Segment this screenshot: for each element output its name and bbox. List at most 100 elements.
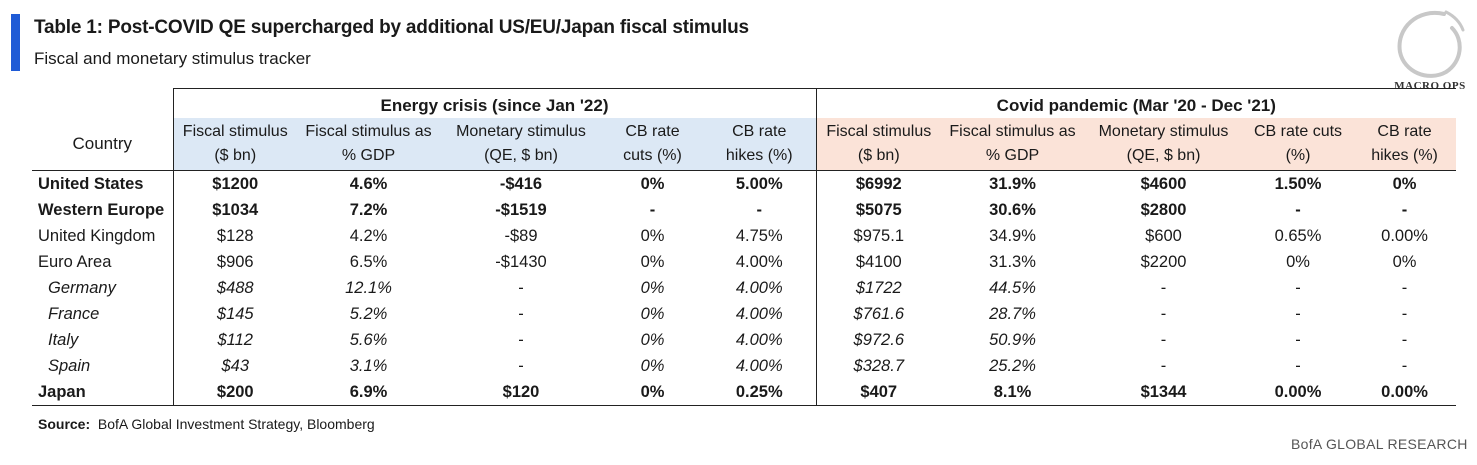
covid-fiscal: $1722 — [815, 275, 942, 301]
energy-hikes: 4.00% — [735, 356, 783, 375]
col-header-covid-monetary: Monetary stimulus (QE, $ bn) — [1084, 118, 1244, 171]
energy-hikes: - — [756, 200, 763, 219]
energy-monetary: $120 — [440, 379, 602, 406]
energy-monetary: - — [518, 330, 524, 349]
country-name: Italy — [48, 330, 79, 349]
covid-cuts: 0.00% — [1243, 379, 1354, 406]
title-accent-bar — [11, 14, 20, 71]
group-header-blank — [32, 89, 173, 119]
energy-gdp: 6.9% — [297, 379, 440, 406]
country-name: Spain — [48, 356, 91, 375]
energy-hikes: 4.75% — [735, 226, 783, 245]
energy-monetary: - — [518, 278, 524, 297]
energy-gdp: 7.2% — [349, 200, 388, 219]
macro-ops-logo-icon — [1397, 10, 1465, 78]
energy-gdp: 6.5% — [349, 252, 388, 271]
covid-fiscal: $972.6 — [815, 327, 942, 353]
energy-monetary: -$1519 — [495, 200, 547, 219]
energy-fiscal: $200 — [172, 379, 297, 406]
page-subtitle: Fiscal and monetary stimulus tracker — [34, 49, 311, 68]
covid-cuts: - — [1295, 304, 1301, 323]
country-name: France — [48, 304, 100, 323]
energy-cuts: 0% — [640, 226, 665, 245]
energy-cuts: 0% — [640, 304, 665, 323]
covid-fiscal: $6992 — [815, 170, 942, 197]
group-header-row: Energy crisis (since Jan '22) Covid pand… — [32, 88, 1457, 119]
energy-fiscal: $1034 — [172, 197, 297, 223]
country-name: Western Europe — [38, 200, 165, 219]
covid-hikes: 0.00% — [1353, 379, 1457, 406]
country-name: Japan — [32, 379, 173, 406]
energy-monetary: -$89 — [504, 226, 538, 245]
covid-hikes: - — [1401, 356, 1408, 375]
covid-hikes: - — [1401, 304, 1408, 323]
table-row: Italy $112 5.6% - 0% 4.00% $972.6 50.9% … — [32, 327, 1456, 353]
covid-hikes: - — [1401, 200, 1408, 219]
page-title: Table 1: Post-COVID QE supercharged by a… — [34, 17, 749, 38]
covid-hikes: - — [1401, 330, 1408, 349]
covid-gdp: 34.9% — [989, 226, 1036, 245]
footer-brand: BofA GLOBAL RESEARCH — [1291, 436, 1468, 452]
energy-hikes: 5.00% — [735, 174, 783, 193]
source-text: BofA Global Investment Strategy, Bloombe… — [97, 416, 375, 432]
covid-fiscal: $4100 — [815, 249, 942, 275]
energy-gdp: 5.2% — [349, 304, 388, 323]
covid-monetary: - — [1160, 278, 1167, 297]
energy-gdp: 4.6% — [349, 174, 388, 193]
covid-fiscal: $407 — [815, 379, 942, 406]
col-header-energy-gdp: Fiscal stimulus as% GDP — [297, 118, 440, 171]
col-header-covid-cuts: CB rate cuts (%) — [1243, 118, 1354, 171]
country-name: Germany — [48, 278, 116, 297]
energy-hikes: 0.25% — [703, 379, 817, 406]
energy-monetary: -$1430 — [495, 252, 547, 271]
covid-monetary: $2200 — [1140, 252, 1187, 271]
covid-gdp: 44.5% — [989, 278, 1036, 297]
col-header-country: Country — [32, 118, 173, 171]
country-name: Euro Area — [38, 252, 112, 271]
energy-cuts: 0% — [640, 356, 665, 375]
table-row: Euro Area $906 6.5% -$1430 0% 4.00% $410… — [32, 249, 1456, 275]
table-row: United States $1200 4.6% -$416 0% 5.00% … — [32, 170, 1456, 197]
energy-cuts: 0% — [640, 174, 665, 193]
energy-monetary: -$416 — [499, 174, 543, 193]
table-row: United Kingdom $128 4.2% -$89 0% 4.75% $… — [32, 223, 1456, 249]
energy-fiscal: $128 — [172, 223, 297, 249]
covid-gdp: 25.2% — [989, 356, 1036, 375]
group-header-covid: Covid pandemic (Mar '20 - Dec '21) — [815, 88, 1457, 118]
table-row: Spain $43 3.1% - 0% 4.00% $328.7 25.2% -… — [32, 353, 1456, 379]
column-header-row: Country Fiscal stimulus ($ bn) Fiscal sti… — [32, 118, 1457, 171]
table-row: France $145 5.2% - 0% 4.00% $761.6 28.7%… — [32, 301, 1456, 327]
source-note: Source: BofA Global Investment Strategy,… — [38, 416, 375, 432]
covid-hikes: - — [1401, 278, 1408, 297]
group-header-energy: Energy crisis (since Jan '22) — [172, 88, 817, 118]
col-header-energy-cuts: CB rate cuts (%) — [602, 118, 703, 171]
country-name: United States — [38, 174, 144, 193]
energy-monetary: - — [518, 304, 524, 323]
energy-hikes: 4.00% — [735, 304, 783, 323]
col-header-covid-fiscal: Fiscal stimulus ($ bn) — [815, 118, 942, 171]
stimulus-tracker-table: Energy crisis (since Jan '22) Covid pand… — [32, 88, 1457, 406]
energy-fiscal: $145 — [172, 301, 297, 327]
covid-gdp: 8.1% — [941, 379, 1085, 406]
covid-gdp: 31.9% — [989, 174, 1036, 193]
covid-monetary: - — [1160, 330, 1167, 349]
energy-hikes: 4.00% — [735, 330, 783, 349]
covid-gdp: 28.7% — [989, 304, 1036, 323]
covid-monetary: $600 — [1145, 226, 1182, 245]
energy-hikes: 4.00% — [735, 252, 783, 271]
energy-gdp: 5.6% — [349, 330, 388, 349]
table-row: Germany $488 12.1% - 0% 4.00% $1722 44.5… — [32, 275, 1456, 301]
covid-cuts: - — [1295, 330, 1301, 349]
covid-gdp: 30.6% — [989, 200, 1036, 219]
energy-fiscal: $112 — [172, 327, 297, 353]
table-row: Western Europe $1034 7.2% -$1519 - - $50… — [32, 197, 1456, 223]
covid-fiscal: $761.6 — [815, 301, 942, 327]
covid-gdp: 31.3% — [989, 252, 1036, 271]
energy-cuts: - — [649, 200, 656, 219]
covid-hikes: 0.00% — [1381, 226, 1428, 245]
covid-monetary: $1344 — [1084, 379, 1244, 406]
covid-fiscal: $975.1 — [815, 223, 942, 249]
energy-gdp: 12.1% — [345, 278, 392, 297]
energy-fiscal: $488 — [172, 275, 297, 301]
covid-monetary: - — [1160, 356, 1167, 375]
